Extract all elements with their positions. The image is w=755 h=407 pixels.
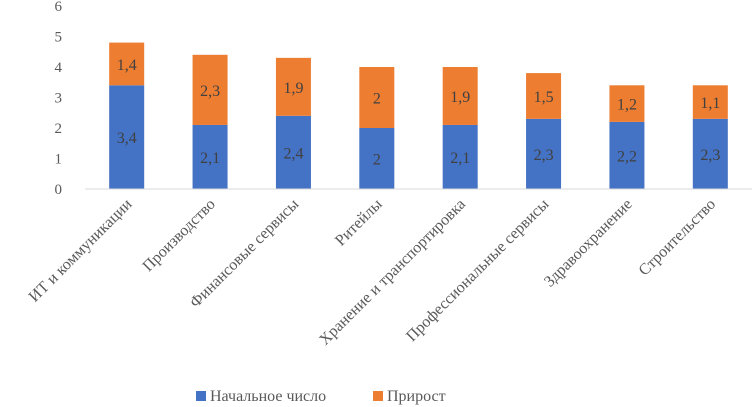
bar-segment-growth xyxy=(526,73,562,119)
y-tick-label: 4 xyxy=(55,60,63,76)
bar-segment-growth xyxy=(109,42,145,86)
legend: Начальное число Прирост xyxy=(196,388,446,405)
legend-swatch xyxy=(196,391,206,401)
category-label: Строительство xyxy=(636,196,720,280)
bar-segment-base xyxy=(442,124,478,189)
data-label: 2,1 xyxy=(450,150,470,167)
bar-segment-base xyxy=(692,118,728,189)
bar-segment-base xyxy=(109,85,145,189)
data-label: 2,3 xyxy=(534,147,554,164)
bar-segment-base xyxy=(275,115,311,189)
data-label: 1,9 xyxy=(283,80,303,97)
bars: 3,4 1,4 2,1 2,3 2,4 1,9 2 2 2,1 1,9 2,3 1,5 2,2 1,2 2,… xyxy=(109,42,728,189)
bar-segment-growth xyxy=(359,67,395,128)
y-tick-label: 1 xyxy=(55,152,63,168)
data-label: 2,3 xyxy=(200,83,220,100)
bar-segment-base xyxy=(359,128,395,189)
data-label: 2,1 xyxy=(200,150,220,167)
data-label: 1,1 xyxy=(700,95,720,112)
bar-segment-base xyxy=(192,124,228,189)
data-label: 2,3 xyxy=(700,147,720,164)
category-label: Здравоохранение xyxy=(541,196,636,291)
category-label: ИТ и коммуникации xyxy=(26,196,136,306)
y-tick-label: 3 xyxy=(55,91,63,107)
legend-label: Начальное число xyxy=(210,388,326,405)
bar-segment-growth xyxy=(275,57,311,116)
bar-segment-base xyxy=(526,118,562,189)
data-label: 1,9 xyxy=(450,89,470,106)
bar-segment-growth xyxy=(609,85,645,122)
legend-label: Прирост xyxy=(387,388,446,405)
category-label: Производство xyxy=(140,196,219,275)
y-tick-label: 6 xyxy=(55,0,63,15)
data-label: 3,4 xyxy=(117,130,137,147)
data-label: 2,4 xyxy=(283,145,303,162)
category-labels: ИТ и коммуникации ПроизводствоФинансовые … xyxy=(26,196,719,349)
category-label: Профессиональные сервисы xyxy=(403,196,552,345)
y-tick-label: 5 xyxy=(55,30,63,46)
y-tick-label: 0 xyxy=(55,182,63,198)
bar-segment-base xyxy=(609,121,645,189)
legend-swatch xyxy=(373,391,383,401)
data-label: 2 xyxy=(373,91,381,108)
y-axis: 0 1 2 3 4 5 6 xyxy=(55,0,63,198)
y-tick-label: 2 xyxy=(55,121,63,137)
bar-segment-growth xyxy=(692,85,728,119)
data-label: 1,5 xyxy=(534,89,554,106)
data-label: 2 xyxy=(373,152,381,169)
data-label: 1,4 xyxy=(117,57,137,74)
category-label: Хранение и транспортировка xyxy=(316,196,469,349)
data-label: 2,2 xyxy=(617,148,637,165)
bar-segment-growth xyxy=(192,54,228,125)
category-label: Ритейлы xyxy=(332,196,386,250)
bar-segment-growth xyxy=(442,67,478,125)
data-label: 1,2 xyxy=(617,97,637,114)
